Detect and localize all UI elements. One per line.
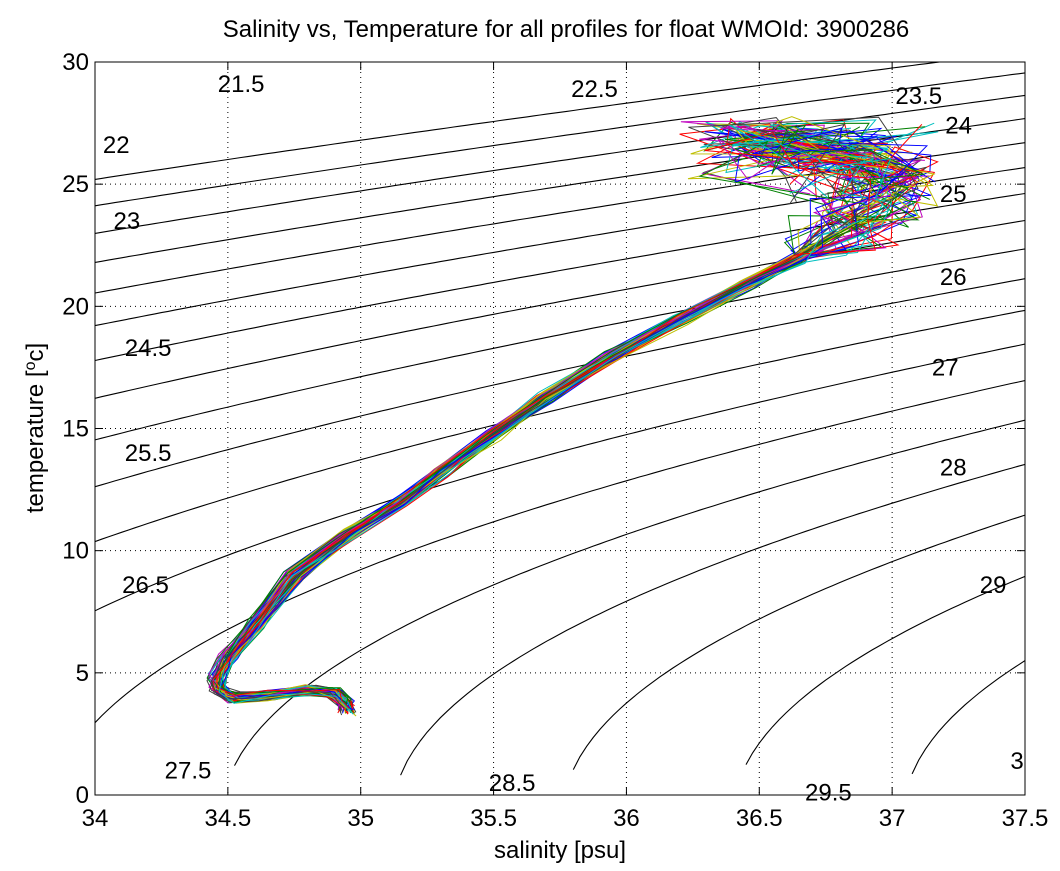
ts-profiles: [206, 116, 939, 717]
density-contour-line: [911, 660, 1025, 775]
density-contour-label: 25: [940, 181, 967, 208]
y-tick-label: 0: [76, 782, 89, 809]
y-axis-label-part1: temperature [: [22, 370, 49, 513]
y-tick-label: 15: [62, 416, 89, 443]
y-tick-label: 30: [62, 49, 89, 76]
density-contour-line: [572, 514, 1025, 770]
x-tick-label: 34: [82, 805, 109, 832]
x-tick-label: 37: [879, 805, 906, 832]
density-contours: [95, 62, 1025, 776]
density-contour-label: 28: [940, 455, 967, 482]
density-contour-label: 23: [114, 208, 141, 235]
density-contour-labels: 21.5 22 22.5 23 23.524 24.5 25 25.5 26 26.5 27 27.5…: [103, 71, 1024, 807]
density-contour-label: 22: [103, 132, 130, 159]
x-axis-ticks: 34 34.5 35 35.5 36 36.5 37 37.5: [82, 62, 1049, 832]
density-contour-label: 22.5: [571, 76, 618, 103]
y-tick-label: 20: [62, 293, 89, 320]
profile-line: [214, 152, 939, 714]
density-contour-label: 29.5: [805, 780, 852, 807]
density-contour-line: [95, 278, 1025, 488]
x-tick-label: 36: [613, 805, 640, 832]
density-contour-line: [95, 94, 1025, 234]
density-contour-label: 26: [940, 264, 967, 291]
density-contour-line: [95, 72, 1025, 207]
density-contour-line: [400, 463, 1025, 776]
x-tick-label: 35.5: [470, 805, 517, 832]
profile-line: [210, 123, 919, 709]
density-contour-label: 29: [980, 572, 1007, 599]
density-contour-label: 27.5: [165, 758, 212, 785]
chart-title: Salinity vs, Temperature for all profile…: [223, 16, 910, 43]
density-contour-line: [95, 219, 1025, 399]
profile-line: [219, 127, 929, 711]
density-contour-label: 28.5: [489, 770, 536, 797]
profile-line: [212, 140, 917, 714]
density-contour-line: [95, 248, 1025, 441]
density-contour-label: 21.5: [218, 71, 265, 98]
x-tick-label: 35: [347, 805, 374, 832]
density-contour-label: 3: [1010, 748, 1023, 775]
x-tick-label: 36.5: [736, 805, 783, 832]
density-contour-label: 24.5: [125, 335, 172, 362]
y-tick-label: 25: [62, 171, 89, 198]
y-axis-ticks: 0 5 10 15 20 25 30: [62, 49, 1025, 809]
x-tick-label: 37.5: [1002, 805, 1049, 832]
y-axis-label-superscript: o: [22, 361, 39, 370]
y-tick-label: 10: [62, 538, 89, 565]
y-axis-label: temperature [oc]: [22, 343, 50, 513]
density-contour-line: [95, 343, 1025, 612]
density-contour-label: 26.5: [122, 572, 169, 599]
density-contour-line: [95, 118, 1025, 263]
density-contour-label: 25.5: [125, 440, 172, 467]
density-contour-line: [234, 419, 1025, 766]
density-contour-line: [95, 62, 944, 180]
density-contour-label: 23.5: [895, 83, 942, 110]
profile-line: [216, 123, 923, 709]
x-tick-label: 34.5: [204, 805, 251, 832]
y-axis-label-part2: c]: [22, 343, 49, 362]
density-contour-line: [745, 575, 1025, 765]
density-contour-label: 24: [945, 113, 972, 140]
profile-line: [218, 127, 926, 707]
profile-line: [218, 124, 892, 715]
density-contour-label: 27: [932, 354, 959, 381]
x-axis-label: salinity [psu]: [494, 837, 626, 864]
y-tick-label: 5: [76, 660, 89, 687]
density-contour-line: [95, 309, 1025, 543]
